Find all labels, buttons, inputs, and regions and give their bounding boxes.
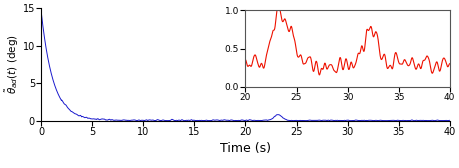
X-axis label: Time (s): Time (s) [219,142,270,155]
Y-axis label: $\tilde{\theta}_{ad}(t)$ (deg): $\tilde{\theta}_{ad}(t)$ (deg) [4,34,21,94]
